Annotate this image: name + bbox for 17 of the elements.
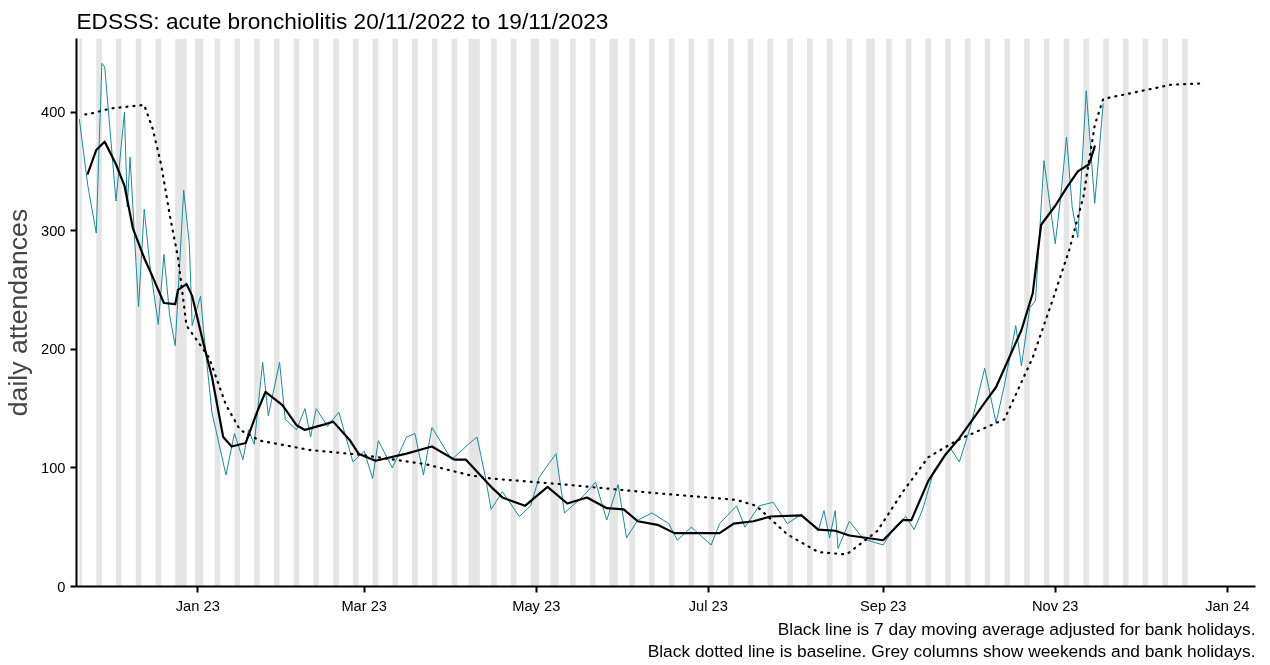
y-tick-label: 200 [41,341,66,358]
x-tick-label: Jul 23 [688,597,728,614]
y-tick-label: 400 [41,104,66,121]
x-tick-label: Nov 23 [1032,597,1079,614]
y-tick-label: 0 [57,578,66,595]
y-tick-label: 300 [41,222,66,239]
x-tick-label: Jan 24 [1205,597,1250,614]
y-axis-title: daily attendances [3,208,34,417]
x-tick-label: Jan 23 [175,597,220,614]
x-tick-label: Sep 23 [859,597,907,614]
text: Black dotted line is baseline. Grey columns show weekends and bank holidays. [647,640,1256,661]
text: Black line is 7 day moving average adjusted for bank holidays. [777,618,1256,639]
line-series [86,140,1096,542]
x-tick-label: Mar 23 [341,597,388,614]
x-tick-label: May 23 [512,597,561,614]
chart-title: EDSSS: acute bronchiolitis 20/11/2022 to 19/11/2023 [76,7,609,34]
y-tick-label: 100 [41,459,66,476]
